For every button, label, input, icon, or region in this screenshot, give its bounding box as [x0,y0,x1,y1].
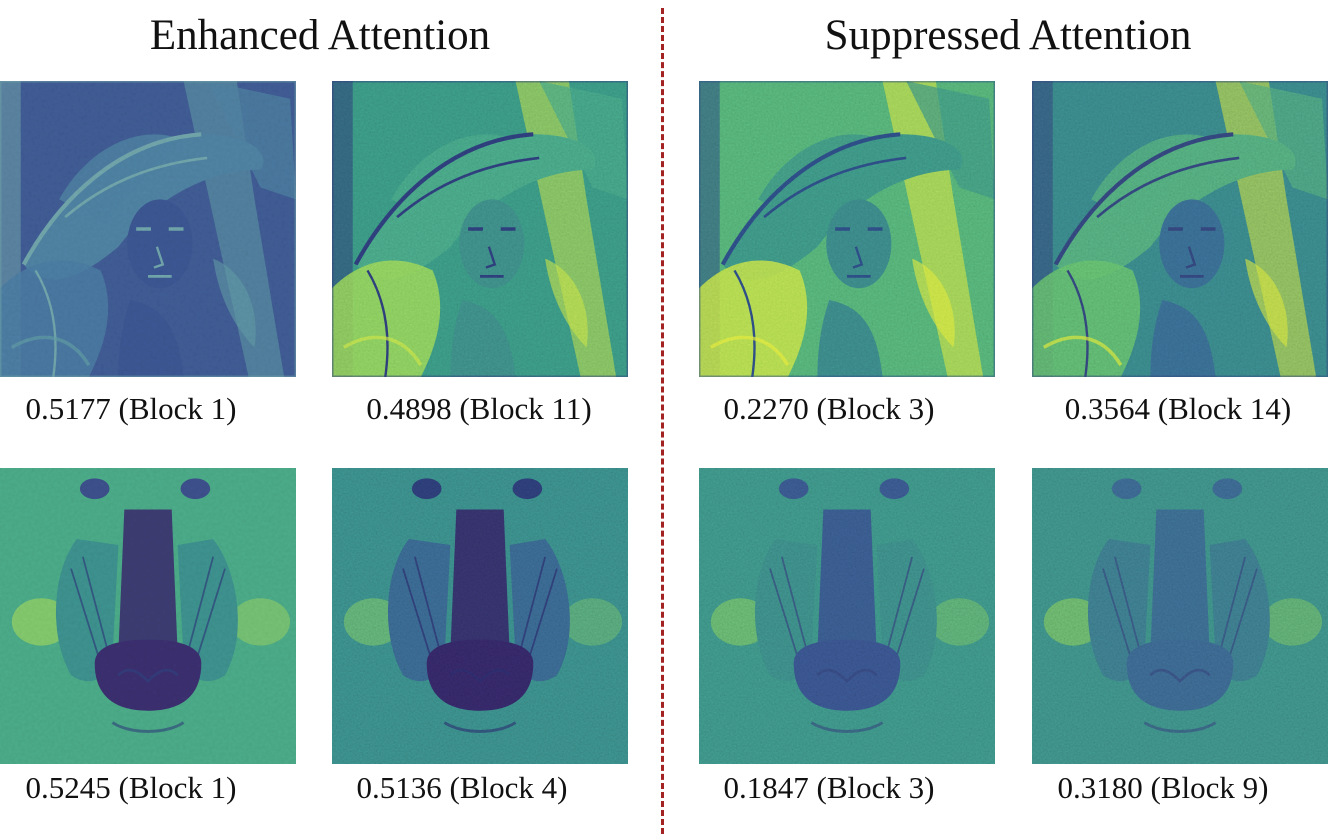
enhanced-attention-heading: Enhanced Attention [149,12,491,59]
attention-score-caption-1: 0.5177 (Block 1) [25,391,237,426]
attention-score-caption-6: 0.5136 (Block 4) [356,770,568,805]
attention-map-mandrill-5 [0,468,296,764]
attention-score-caption-5: 0.5245 (Block 1) [25,770,237,805]
attention-map-portrait-3 [699,81,995,377]
attention-score-caption-7: 0.1847 (Block 3) [723,770,935,805]
attention-map-mandrill-7 [699,468,995,764]
attention-map-mandrill-8 [1032,468,1328,764]
attention-score-caption-4: 0.3564 (Block 14) [1064,391,1292,426]
attention-map-portrait-1 [0,81,296,377]
attention-score-caption-3: 0.2270 (Block 3) [723,391,935,426]
section-divider [661,8,664,834]
suppressed-attention-heading: Suppressed Attention [824,12,1192,59]
attention-score-caption-2: 0.4898 (Block 11) [366,391,592,426]
attention-map-mandrill-6 [332,468,628,764]
attention-map-portrait-2 [332,81,628,377]
attention-score-caption-8: 0.3180 (Block 9) [1057,770,1269,805]
attention-map-portrait-4 [1032,81,1328,377]
